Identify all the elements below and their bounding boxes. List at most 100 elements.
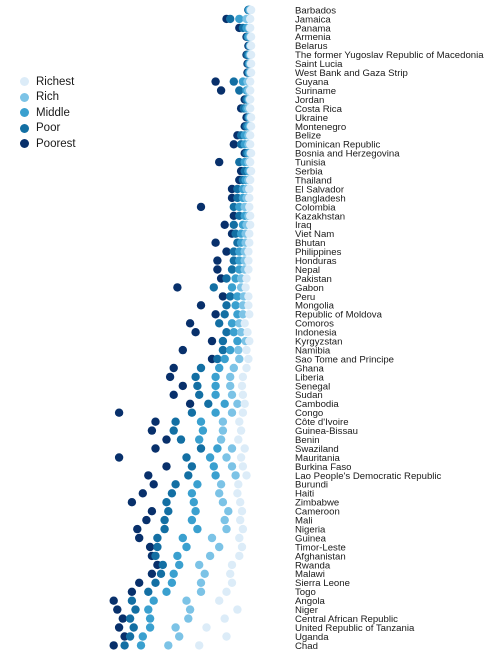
- country-label: Swaziland: [295, 444, 339, 455]
- dot-rich: [196, 587, 206, 596]
- dot-poor: [187, 408, 197, 417]
- country-row-central-african-republic: Central African Republic: [118, 614, 398, 625]
- country-label: Namibia: [295, 346, 331, 357]
- country-row-montenegro: Montenegro: [240, 122, 346, 133]
- dot-richest: [240, 444, 249, 453]
- dot-richest: [240, 399, 249, 408]
- country-label: Mali: [295, 516, 313, 527]
- dot-poorest: [135, 533, 144, 543]
- country-row-congo: Congo: [114, 408, 323, 419]
- dot-poorest: [211, 77, 220, 86]
- dot-rich: [164, 641, 173, 650]
- country-label: Kazakhstan: [295, 211, 345, 222]
- dot-richest: [244, 256, 253, 265]
- dot-poorest: [118, 614, 128, 623]
- dot-rich: [175, 632, 184, 641]
- dot-poorest: [173, 283, 182, 292]
- country-row-comoros: Comoros: [185, 319, 334, 330]
- country-label: Senegal: [295, 381, 330, 392]
- country-row-niger: Niger: [113, 605, 319, 616]
- dot-rich: [236, 328, 246, 337]
- dot-poorest: [191, 328, 200, 337]
- dot-middle: [189, 498, 198, 507]
- dot-poor: [222, 274, 231, 283]
- dot-poorest: [114, 453, 124, 462]
- country-row-the-former-yugoslav-republic-of-macedonia: The former Yugoslav Republic of Macedoni…: [242, 50, 484, 61]
- country-row-rwanda: Rwanda: [153, 560, 331, 571]
- dot-richest: [246, 41, 256, 50]
- dot-richest: [238, 390, 248, 399]
- dot-poorest: [133, 524, 142, 534]
- dot-rich: [207, 533, 217, 543]
- dot-richest: [242, 471, 251, 480]
- country-label: Afghanistan: [295, 551, 346, 562]
- dot-poorest: [113, 605, 122, 614]
- country-row-haiti: Haiti: [138, 489, 314, 500]
- dot-poorest: [211, 310, 220, 319]
- dot-middle: [211, 390, 220, 399]
- country-row-ukraine: Ukraine: [242, 113, 328, 124]
- country-label: Indonesia: [295, 328, 337, 339]
- dot-richest: [242, 363, 251, 373]
- dot-richest: [226, 569, 235, 578]
- dot-middle: [209, 462, 218, 471]
- country-row-gabon: Gabon: [173, 283, 324, 294]
- legend-item-richest: Richest: [20, 74, 76, 90]
- dot-middle: [149, 596, 158, 605]
- country-row-colombia: Colombia: [196, 202, 336, 213]
- dot-poor: [218, 336, 228, 346]
- dot-richest: [246, 50, 256, 59]
- country-row-burundi: Burundi: [149, 480, 328, 491]
- country-row-uganda: Uganda: [120, 632, 329, 643]
- country-label: Lao People's Democratic Republic: [295, 471, 442, 482]
- country-label: Thailand: [295, 175, 332, 186]
- country-label: Comoros: [295, 319, 334, 330]
- dot-poorest: [151, 417, 160, 426]
- dot-poor: [176, 435, 186, 444]
- country-row-honduras: Honduras: [213, 256, 337, 267]
- country-label: Bosnia and Herzegovina: [295, 149, 400, 160]
- dot-poor: [151, 551, 160, 561]
- dot-poor: [125, 632, 135, 641]
- dot-rich: [238, 310, 248, 319]
- dot-poorest: [229, 140, 238, 149]
- country-row-senegal: Senegal: [178, 381, 330, 392]
- dot-poorest: [169, 390, 178, 399]
- dot-richest: [241, 283, 250, 292]
- legend-item-poorest: Poorest: [20, 136, 76, 152]
- dot-poorest: [185, 319, 195, 328]
- dot-richest: [246, 149, 256, 158]
- dot-middle: [227, 319, 237, 328]
- legend-swatch-richest: [20, 77, 29, 87]
- dot-poorest: [109, 596, 118, 605]
- dot-richest: [220, 614, 229, 623]
- dot-poorest: [145, 542, 155, 552]
- country-label: Philippines: [295, 247, 342, 258]
- dot-poorest: [216, 86, 226, 95]
- country-row-burkina-faso: Burkina Faso: [162, 462, 352, 473]
- country-row-dominican-republic: Dominican Republic: [229, 140, 381, 151]
- dot-middle: [182, 542, 191, 552]
- dot-rich: [226, 372, 235, 382]
- country-label: Cambodia: [295, 399, 339, 410]
- country-label: Haiti: [295, 489, 314, 500]
- dot-rich: [200, 569, 209, 578]
- dot-middle: [226, 345, 235, 355]
- country-row-suriname: Suriname: [216, 86, 336, 97]
- legend-swatch-poorest: [20, 139, 29, 149]
- dot-poorest: [207, 336, 217, 346]
- dot-richest: [235, 551, 244, 561]
- country-label: Congo: [295, 408, 323, 419]
- legend-swatch-poor: [20, 123, 29, 133]
- country-label: Serbia: [295, 167, 323, 178]
- country-row-c-te-d-ivoire: Côte d'Ivoire: [151, 417, 349, 428]
- dot-rich: [224, 507, 233, 516]
- country-row-sierra-leone: Sierra Leone: [135, 578, 350, 589]
- country-label: Guinea-Bissau: [295, 426, 358, 437]
- country-label: The former Yugoslav Republic of Macedoni…: [295, 50, 484, 61]
- dot-richest: [246, 131, 255, 140]
- dot-richest: [236, 426, 246, 435]
- dot-richest: [246, 122, 256, 131]
- dot-richest: [237, 542, 247, 552]
